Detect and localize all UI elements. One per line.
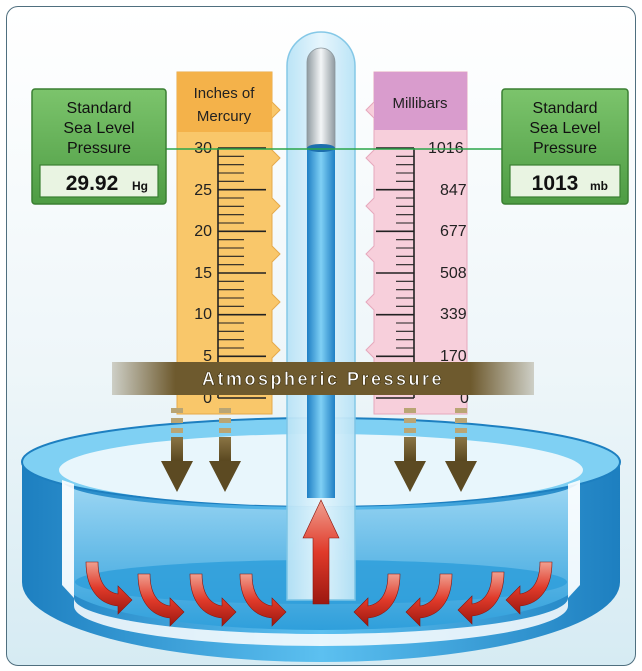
right-pressure-panel: Standard Sea Level Pressure 1013 mb xyxy=(501,88,629,205)
right-panel-unit: mb xyxy=(590,179,608,193)
inches-title-line1: Inches of xyxy=(194,85,256,102)
left-pressure-panel: Standard Sea Level Pressure 29.92 Hg xyxy=(31,88,167,205)
down-arrow xyxy=(161,408,193,492)
inches-labels: 30 25 20 15 10 5 0 xyxy=(194,140,212,407)
down-arrow-shaft xyxy=(455,437,467,461)
down-arrow-dash xyxy=(219,408,231,413)
millibars-labels: 1016 847 677 508 339 170 0 xyxy=(428,140,469,407)
red-arrow xyxy=(137,573,185,627)
red-arrow xyxy=(405,573,453,627)
red-arrow-shape xyxy=(505,561,553,615)
down-arrow-shaft xyxy=(171,437,183,461)
red-arrow xyxy=(457,571,505,625)
down-arrow-dash xyxy=(455,418,467,423)
inches-scale: Inches of Mercury 30 25 20 15 10 5 0 xyxy=(176,71,281,415)
red-arrow-shape xyxy=(353,573,401,627)
down-arrow-dash xyxy=(404,418,416,423)
red-arrow-shape xyxy=(457,571,505,625)
red-arrow-shape xyxy=(85,561,133,615)
red-arrow xyxy=(189,573,237,627)
left-panel-line2: Sea Level xyxy=(63,120,134,137)
down-arrow-dash xyxy=(171,418,183,423)
red-arrow-up xyxy=(302,499,340,605)
millibars-label: 0 xyxy=(460,390,469,407)
red-arrow-shape xyxy=(137,573,185,627)
down-arrow-dash xyxy=(404,408,416,413)
down-arrow-shaft xyxy=(404,437,416,461)
banner-text: Atmospheric Pressure xyxy=(202,369,444,389)
inches-label: 25 xyxy=(194,182,212,199)
down-arrow-head xyxy=(209,461,241,492)
millibars-label: 508 xyxy=(440,265,467,282)
down-arrow xyxy=(394,408,426,492)
down-arrow-head xyxy=(445,461,477,492)
left-panel-value: 29.92 xyxy=(66,172,119,195)
inches-label: 10 xyxy=(194,306,212,323)
inches-label: 0 xyxy=(203,390,212,407)
millibars-scale: Millibars 1016 847 677 508 339 170 0 xyxy=(365,71,469,415)
inches-ticks xyxy=(218,147,266,399)
glass-tube xyxy=(286,31,356,601)
red-arrow xyxy=(85,561,133,615)
right-panel-line2: Sea Level xyxy=(529,120,600,137)
down-arrow-dash xyxy=(171,408,183,413)
inches-label: 5 xyxy=(203,348,212,365)
down-arrow-dash xyxy=(219,418,231,423)
millibars-label: 847 xyxy=(440,182,467,199)
left-panel-unit: Hg xyxy=(132,179,148,193)
millibars-title: Millibars xyxy=(392,95,447,112)
left-panel-line3: Pressure xyxy=(67,140,131,157)
inches-title-line2: Mercury xyxy=(197,108,252,125)
down-arrow-dash xyxy=(404,428,416,433)
millibars-label: 677 xyxy=(440,223,467,240)
right-panel-line3: Pressure xyxy=(533,140,597,157)
millibars-label: 339 xyxy=(440,306,467,323)
down-arrow-dash xyxy=(455,428,467,433)
red-arrow-shape xyxy=(239,573,287,627)
down-arrow xyxy=(209,408,241,492)
down-arrow-head xyxy=(394,461,426,492)
down-arrow xyxy=(445,408,477,492)
down-arrow-dash xyxy=(219,428,231,433)
right-panel-value: 1013 xyxy=(532,172,579,195)
inches-label: 15 xyxy=(194,265,212,282)
red-arrow xyxy=(505,561,553,615)
left-panel-line1: Standard xyxy=(67,100,132,117)
atmospheric-pressure-banner: Atmospheric Pressure xyxy=(112,362,534,395)
inches-label: 20 xyxy=(194,223,212,240)
red-arrow-shape xyxy=(189,573,237,627)
down-arrow-head xyxy=(161,461,193,492)
red-arrows xyxy=(85,499,553,627)
down-arrow-shaft xyxy=(219,437,231,461)
down-arrow-dash xyxy=(455,408,467,413)
millibars-label: 170 xyxy=(440,348,467,365)
down-arrows xyxy=(161,408,477,492)
right-panel-line1: Standard xyxy=(533,100,598,117)
down-arrow-dash xyxy=(171,428,183,433)
red-arrow xyxy=(353,573,401,627)
red-arrow-shape xyxy=(405,573,453,627)
red-arrow xyxy=(239,573,287,627)
red-arrow-up-shape xyxy=(302,499,340,605)
